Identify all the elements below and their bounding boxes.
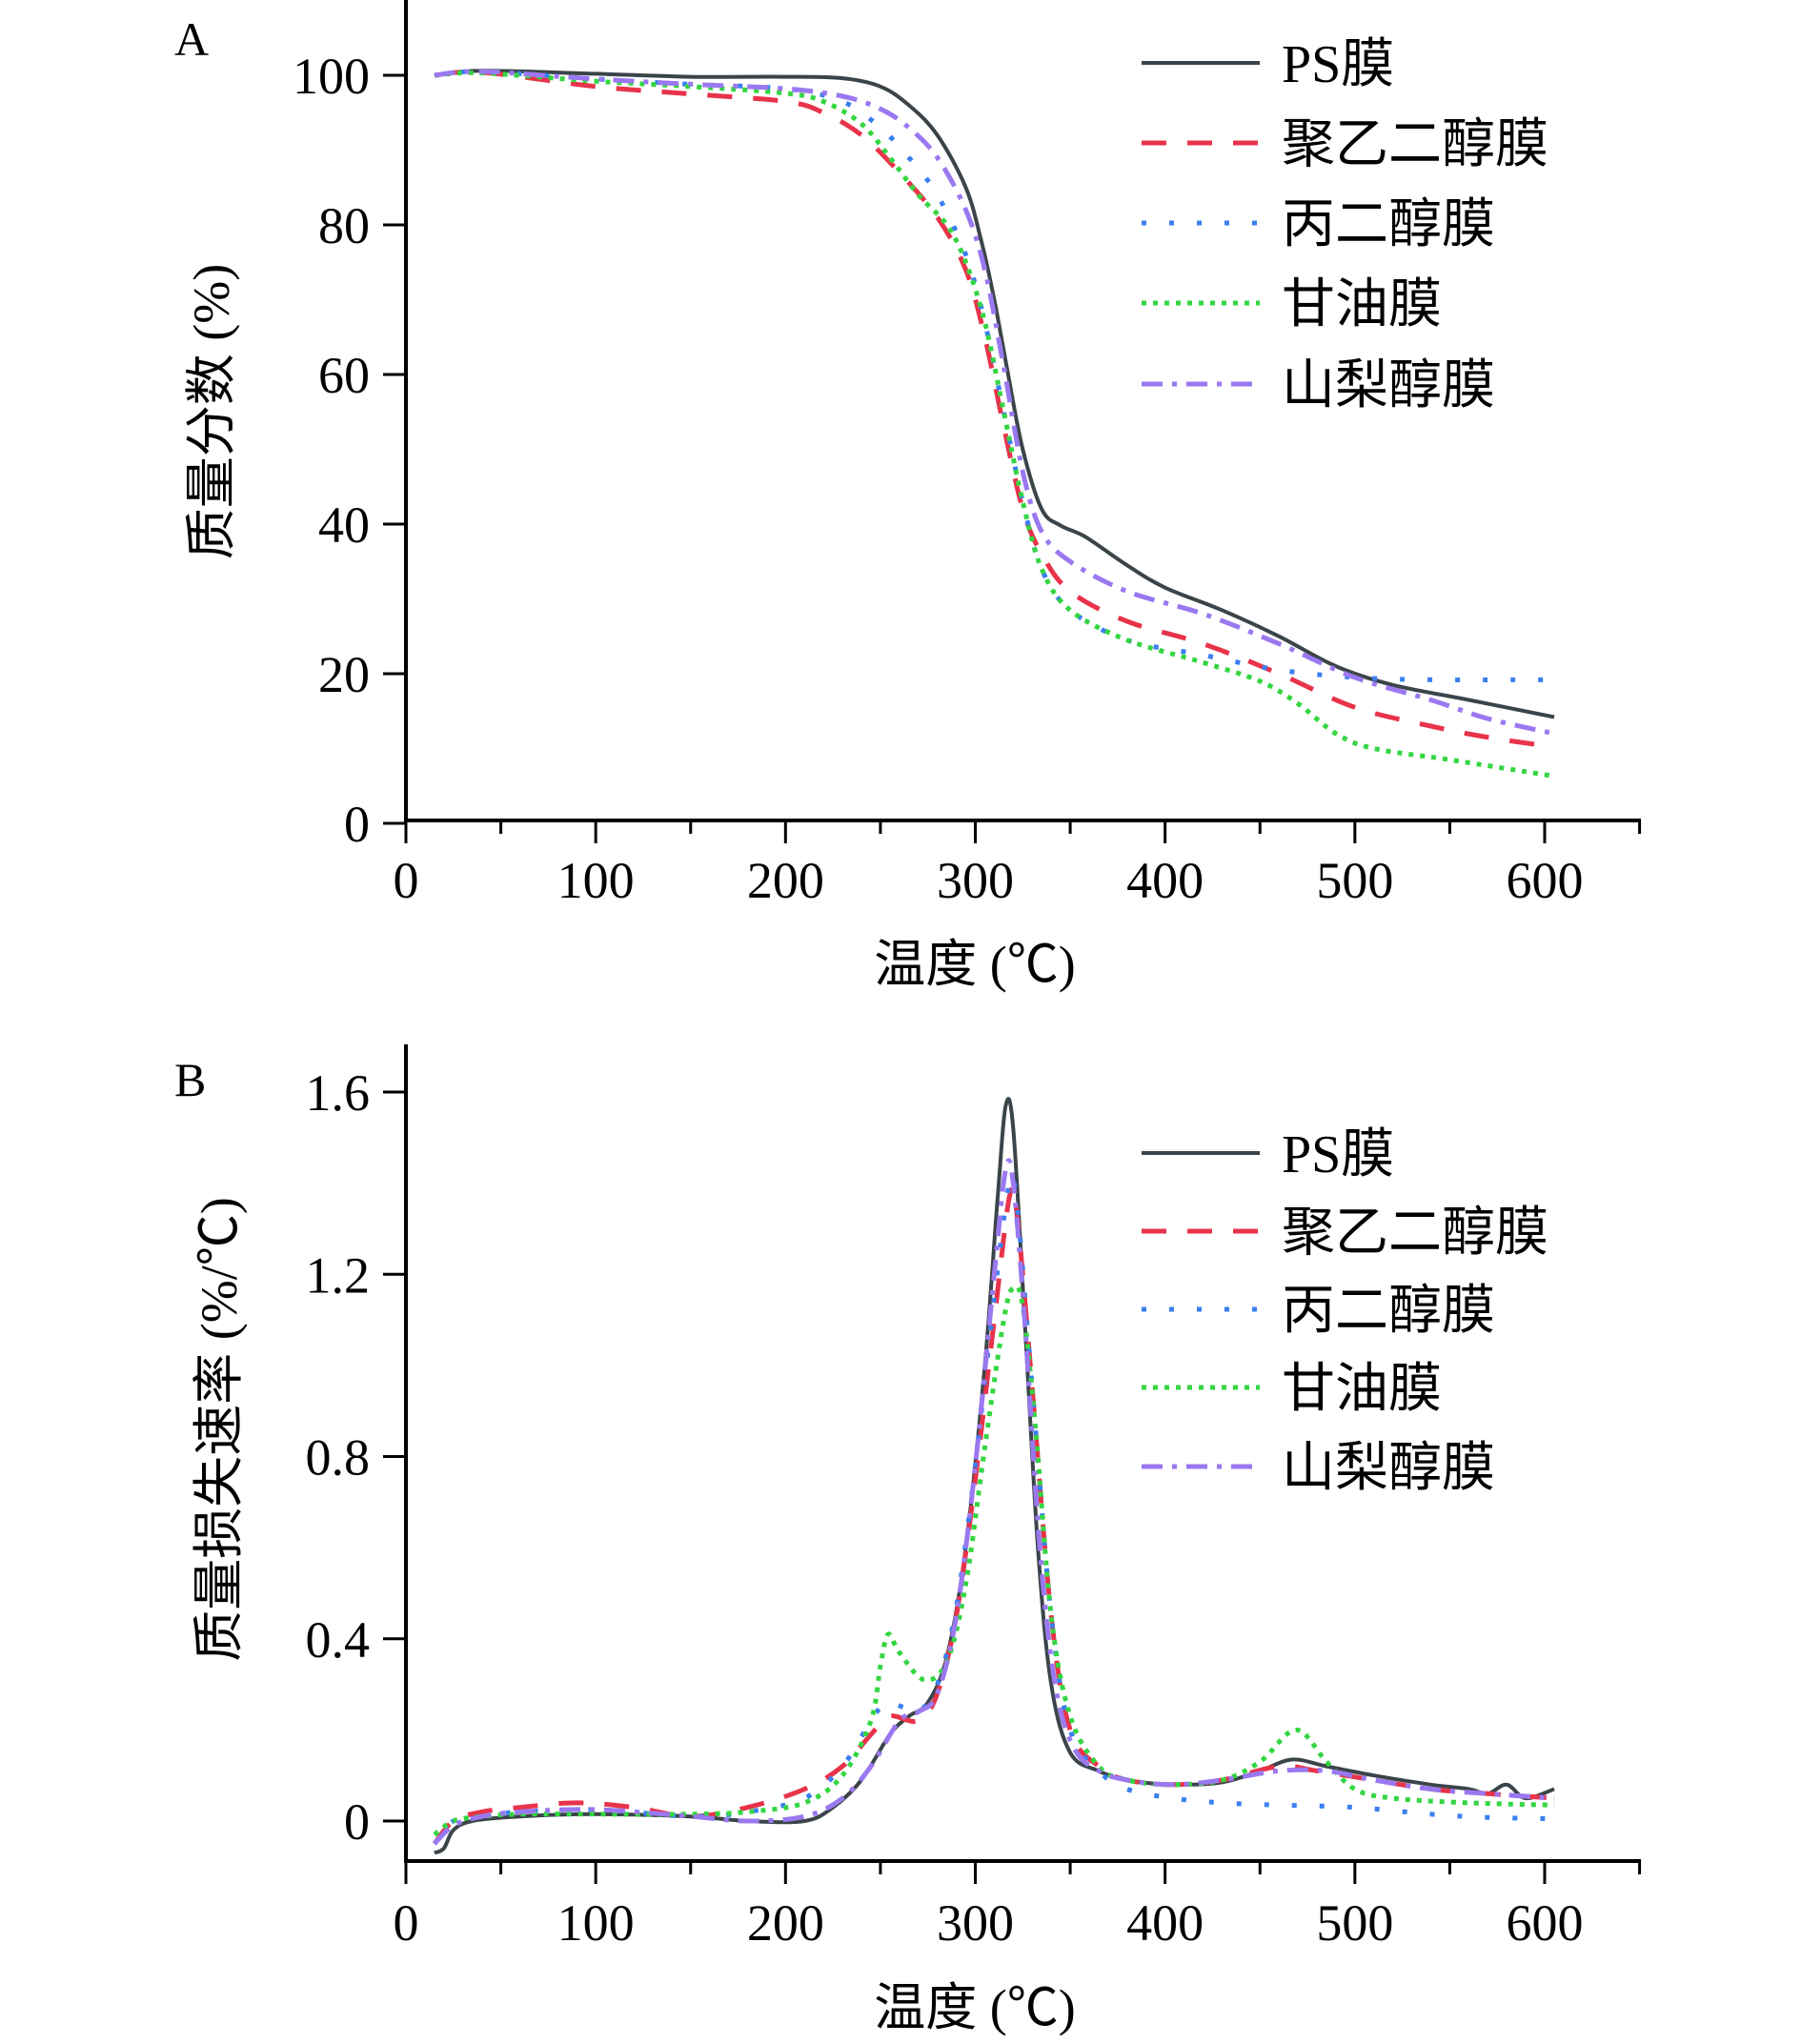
x-tick-label: 500	[1316, 1894, 1393, 1952]
y-tick-label: 0.8	[306, 1429, 371, 1487]
y-tick-label: 0	[344, 1793, 370, 1851]
panel-label-b: B	[174, 1053, 206, 1106]
y-tick-label: 60	[318, 347, 370, 404]
y-tick-label: 0.4	[306, 1611, 371, 1669]
series-line-5	[433, 1158, 1555, 1846]
x-tick-label: 400	[1126, 1894, 1204, 1952]
y-tick-label: 40	[318, 496, 370, 554]
panel-b: B 质量损失速率 (%/℃) 温度 (℃) 0 100 200 300 400 500 60…	[174, 1044, 1642, 2036]
legend-label-5: 山梨醇膜	[1282, 356, 1495, 415]
x-tick-label: 0	[394, 1894, 419, 1952]
y-tick-label: 20	[318, 646, 370, 703]
x-tick-label: 100	[557, 1894, 635, 1952]
legend-label-3: 丙二醇膜	[1282, 1282, 1495, 1341]
legend-label-4: 甘油膜	[1282, 1360, 1442, 1419]
legend-label-1: PS膜	[1282, 35, 1394, 94]
axes-b: 0 100 200 300 400 500 600 0 0.4 0.8 1.2 1.6	[306, 1044, 1642, 1952]
series-line-4	[434, 70, 1555, 779]
x-tick-label: 400	[1126, 852, 1204, 909]
y-tick-label: 0	[344, 796, 370, 853]
legend-label-1: PS膜	[1282, 1125, 1394, 1184]
x-tick-label: 600	[1507, 1894, 1584, 1952]
y-axis-title-a: 质量分数 (%)	[183, 264, 240, 559]
legend-label-2: 聚乙二醇膜	[1282, 1204, 1548, 1263]
series-b	[432, 1097, 1555, 1855]
x-tick-label: 300	[937, 852, 1014, 909]
legend-label-5: 山梨醇膜	[1282, 1439, 1495, 1498]
series-line-2	[434, 69, 1555, 750]
panel-label-a: A	[174, 12, 209, 66]
legend-label-2: 聚乙二醇膜	[1282, 115, 1548, 174]
y-tick-label: 100	[293, 48, 370, 105]
x-tick-label: 100	[557, 852, 635, 909]
axes-a: 0 100 200 300 400 500 600 0 20 40 60 80 100	[293, 0, 1642, 909]
x-tick-label: 600	[1507, 852, 1584, 909]
panel-a: A 质量分数 (%) 温度 (℃) 0 100 200 300 400 500 600 0 20…	[174, 0, 1642, 993]
x-tick-label: 200	[747, 1894, 824, 1952]
series-a	[434, 69, 1555, 779]
x-axis-title-b: 温度 (℃)	[874, 1979, 1075, 2036]
x-axis-title-a: 温度 (℃)	[874, 936, 1075, 993]
x-tick-label: 300	[937, 1894, 1014, 1952]
x-tick-label: 0	[394, 852, 419, 909]
y-tick-label: 80	[318, 197, 370, 254]
y-tick-label: 1.6	[306, 1064, 371, 1122]
x-tick-label: 200	[747, 852, 824, 909]
series-line-1	[434, 69, 1555, 719]
series-line-5	[434, 69, 1555, 737]
x-tick-label: 500	[1316, 852, 1393, 909]
legend-label-3: 丙二醇膜	[1282, 195, 1495, 254]
y-axis-title-b: 质量损失速率 (%/℃)	[191, 1197, 248, 1661]
legend-label-4: 甘油膜	[1282, 275, 1442, 334]
y-tick-label: 1.2	[306, 1246, 371, 1304]
